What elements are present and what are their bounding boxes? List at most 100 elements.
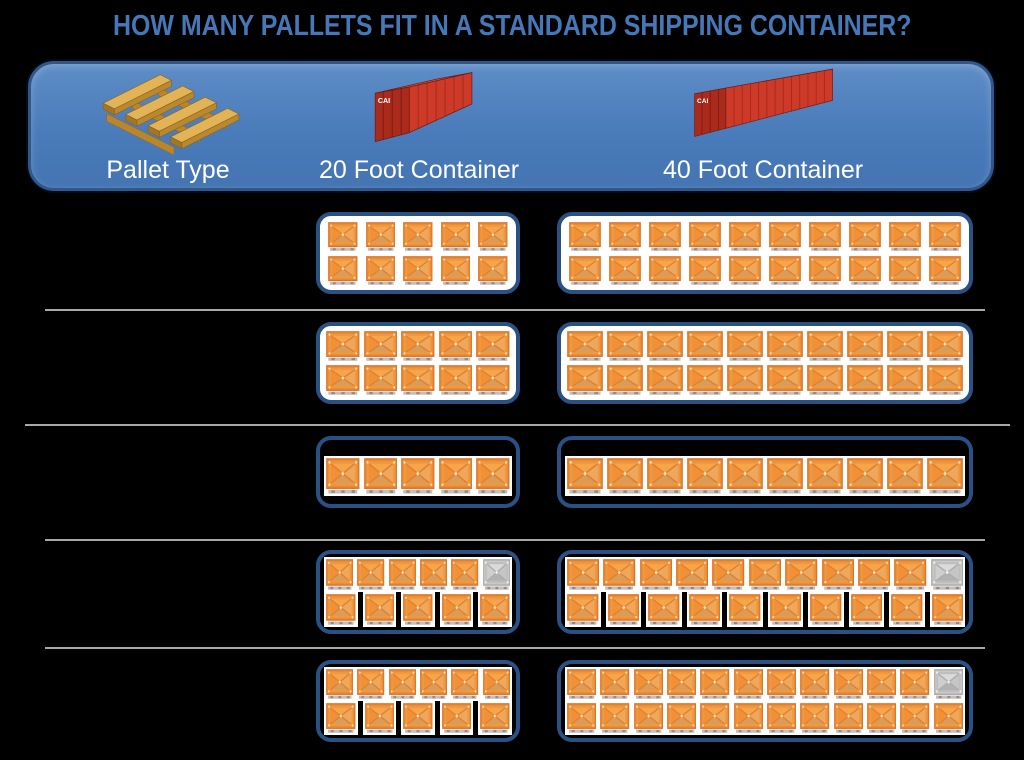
pallet-crate-orange [848, 592, 884, 627]
pallet-crate-orange [449, 557, 481, 592]
pallet-crate-orange [436, 253, 475, 287]
pallet-crate-orange [885, 253, 925, 287]
pallet-crate-orange [436, 363, 475, 397]
pallet-crate-orange [685, 253, 725, 287]
pallet-crate-orange [361, 329, 400, 363]
pallet-crate-orange [474, 456, 512, 496]
pallet-crate-orange [725, 253, 765, 287]
pallet-crate-orange [845, 363, 885, 397]
pallet-crate-orange [417, 557, 450, 592]
crate-line [324, 701, 512, 735]
pallet-crate-orange [361, 456, 400, 496]
pallet-crate-orange [685, 219, 725, 253]
pallet-crate-orange [324, 456, 362, 496]
row-divider [45, 309, 985, 311]
pallet-crate-orange [685, 456, 725, 496]
pallet-crate-orange [725, 363, 765, 397]
pallet-crate-orange [664, 667, 699, 701]
pallet-crate-orange [725, 329, 765, 363]
row-divider [25, 424, 1010, 426]
pallet-crate-orange [324, 329, 362, 363]
pallet-crate-orange [436, 329, 475, 363]
pallet-crate-orange [361, 253, 400, 287]
pallet-crate-orange [565, 456, 605, 496]
pallet-crate-orange [361, 219, 400, 253]
pallet-crate-orange [864, 667, 899, 701]
pallet-crate-orange [864, 701, 899, 735]
crate-line [565, 253, 965, 287]
pallet-crate-orange [645, 456, 685, 496]
pallet-crate-orange [474, 219, 512, 253]
pallet-crate-orange [399, 363, 437, 397]
crate-line [565, 219, 965, 253]
row-divider [45, 647, 985, 649]
pallet-crate-orange [929, 592, 965, 627]
pallet-crate-orange [480, 667, 512, 701]
crate-line [324, 456, 512, 496]
pallet-crate-gray [928, 557, 965, 592]
pallet-crate-orange [845, 253, 885, 287]
pallet-crate-orange [565, 557, 602, 592]
pallet-crate-orange [324, 253, 362, 287]
red-shipping-container-40ft-icon: CAI [694, 68, 833, 137]
pallet-crate-orange [565, 219, 605, 253]
pallet-crate-gray [931, 667, 965, 701]
pallet-crate-orange [399, 456, 437, 496]
pallet-crate-orange [805, 219, 845, 253]
pallet-crate-orange [605, 219, 645, 253]
header-band [28, 61, 994, 191]
pallet-crate-orange [565, 329, 605, 363]
pallet-crate-orange [725, 456, 765, 496]
pallet-crate-orange [664, 701, 699, 735]
pallet-crate-orange [855, 557, 893, 592]
pallet-crate-orange [885, 329, 925, 363]
pallet-crate-orange [324, 363, 362, 397]
pallet-crate-orange [631, 667, 665, 701]
pallet-crate-orange [731, 667, 765, 701]
pallet-crate-orange [474, 253, 512, 287]
pallet-crate-orange [805, 456, 845, 496]
pallet-crate-orange [565, 592, 601, 627]
pallet-crate-orange [925, 253, 965, 287]
pallet-crate-orange [685, 363, 725, 397]
pallet-crate-orange [598, 701, 632, 735]
wooden-pallet-icon [102, 74, 240, 156]
pallet-crate-orange [805, 363, 845, 397]
pallet-crate-orange [324, 557, 356, 592]
pallet-crate-orange [355, 557, 387, 592]
pallet-crate-orange [386, 557, 418, 592]
pallet-crate-orange [401, 592, 435, 627]
container-brand-label: CAI [697, 98, 708, 105]
pallet-crate-orange [764, 701, 799, 735]
pallet-crate-orange [565, 701, 599, 735]
crate-line [324, 363, 512, 397]
pallet-crate-orange [764, 667, 799, 701]
pallet-crate-orange [885, 456, 925, 496]
crate-line [565, 456, 965, 496]
pallet-type-header-label: Pallet Type [106, 156, 230, 184]
container-brand-label: CAI [378, 97, 390, 105]
crate-line [324, 667, 512, 701]
pallet-crate-orange [645, 329, 685, 363]
crate-line [565, 701, 965, 735]
crate-line [324, 253, 512, 287]
row-3-20ft-container-box [316, 436, 520, 508]
pallet-crate-orange [601, 557, 638, 592]
pallet-crate-orange [808, 592, 844, 627]
crate-line [324, 592, 512, 627]
pallet-crate-orange [565, 667, 599, 701]
pallet-crate-orange [845, 219, 885, 253]
pallet-crate-orange [439, 592, 474, 627]
pallet-crate-orange [605, 592, 641, 627]
pallet-crate-orange [674, 557, 711, 592]
row-1-40ft-container-box [557, 212, 973, 294]
row-5-40ft-container-box [557, 660, 973, 742]
pallet-crate-orange [845, 329, 885, 363]
pallet-crate-orange [765, 253, 805, 287]
pallet-crate-orange [605, 329, 645, 363]
pallet-crate-orange [399, 253, 437, 287]
pallet-crate-orange [439, 701, 474, 735]
pallet-crate-orange [605, 456, 645, 496]
pallet-crate-orange [399, 219, 437, 253]
pallet-crate-orange [386, 667, 418, 701]
